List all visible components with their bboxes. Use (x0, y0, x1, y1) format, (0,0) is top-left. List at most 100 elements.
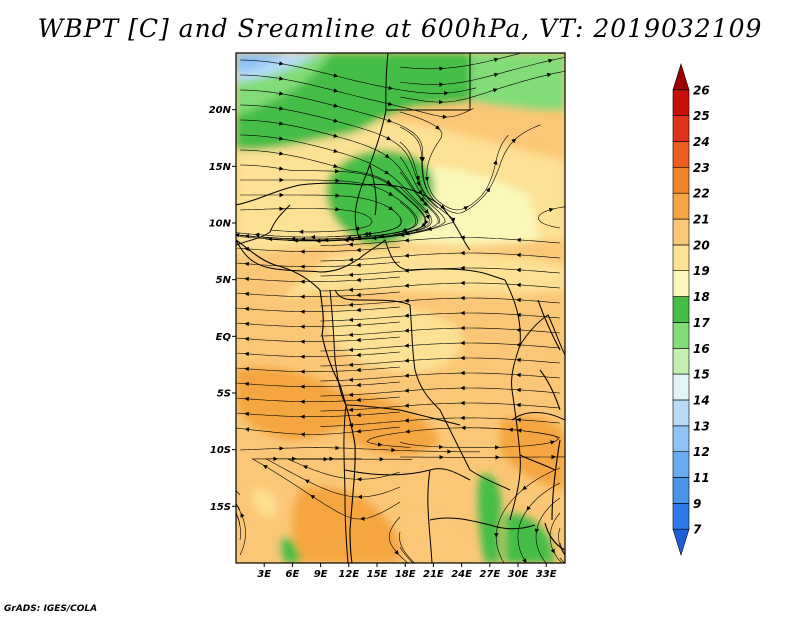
streamline-arrowhead (404, 403, 409, 408)
colorbar-label: 14 (693, 393, 710, 407)
streamline-arrowhead (356, 397, 361, 403)
streamline-arrowhead (279, 206, 284, 211)
streamline-arrowhead (333, 148, 339, 153)
streamline-arrowhead (279, 192, 284, 198)
streamline-arrowhead (485, 187, 491, 193)
map-title: WBPT [C] and Sreamline at 600hPa, VT: 20… (37, 14, 763, 43)
streamline-arrowhead (404, 388, 409, 393)
streamline-arrowhead (439, 99, 444, 105)
lon-tick-label: 18E (395, 569, 416, 580)
lat-tick-label: 20N (209, 105, 232, 116)
streamline-arrowhead (391, 447, 396, 453)
streamline (495, 467, 561, 563)
streamline-arrowhead (511, 138, 517, 144)
streamline-arrowhead (522, 485, 528, 491)
streamline-arrowhead (366, 231, 372, 236)
streamline-arrowhead (300, 324, 305, 329)
streamline-arrowhead (450, 217, 456, 223)
colorbar-swatch (672, 528, 690, 557)
streamline (399, 531, 415, 563)
streamline-arrowhead (348, 287, 353, 292)
streamline-arrowhead (534, 528, 539, 534)
colorbar-swatch (672, 399, 690, 427)
streamline-arrowhead (300, 399, 305, 404)
streamline-arrowhead (300, 354, 305, 359)
streamline-arrowhead (526, 505, 531, 511)
streamline-arrowhead (460, 250, 465, 256)
streamline-arrowhead (493, 72, 499, 77)
colorbar-swatch (672, 218, 690, 246)
streamline-arrowhead (300, 384, 305, 389)
streamline-arrowhead (356, 247, 361, 253)
colorbar-label: 22 (693, 187, 710, 201)
streamline (236, 336, 401, 342)
streamline-arrowhead (495, 455, 500, 460)
streamline-arrowhead (348, 407, 353, 412)
colorbar-label: 17 (693, 316, 710, 330)
streamline-arrowhead (404, 328, 409, 333)
streamline-arrowhead (310, 234, 316, 240)
streamline-arrowhead (363, 231, 369, 237)
streamline-arrowhead (440, 204, 446, 209)
streamline-arrowhead (335, 178, 340, 183)
streamline-arrowhead (439, 82, 444, 87)
lon-tick-label: 33E (536, 569, 557, 580)
streamline (537, 206, 565, 229)
streamline (399, 57, 565, 85)
streamline-arrowhead (300, 249, 305, 254)
streamline-arrowhead (335, 169, 340, 174)
streamline-arrowhead (279, 151, 284, 156)
streamline-arrowhead (463, 206, 469, 211)
streamline-arrowhead (240, 512, 245, 518)
streamline (236, 512, 241, 541)
streamline-arrowhead (516, 372, 521, 378)
streamline-arrowhead (550, 440, 556, 445)
streamline-arrowhead (348, 392, 353, 397)
colorbar-label: 12 (693, 445, 710, 459)
streamline-arrowhead (279, 76, 284, 81)
colorbar-swatch (672, 167, 690, 194)
streamline-arrowhead (516, 387, 521, 393)
colorbar-swatch (672, 62, 690, 91)
colorbar-label: 25 (693, 109, 710, 123)
streamline-arrowhead (424, 176, 429, 182)
streamline-arrowhead (419, 156, 424, 162)
streamline-arrowhead (279, 446, 284, 451)
colorbar-label: 13 (693, 419, 710, 433)
streamline (400, 456, 565, 458)
streamline-arrowhead (460, 415, 465, 421)
streamline-arrowhead (404, 313, 409, 318)
streamline-arrows (236, 57, 556, 563)
streamline-arrowhead (244, 276, 249, 282)
colorbar-label: 15 (693, 368, 710, 382)
streamline-arrowhead (300, 309, 305, 314)
streamline-arrowhead (444, 91, 449, 96)
streamline-arrowhead (290, 236, 296, 241)
streamline-arrowhead (494, 533, 499, 538)
streamline-arrowhead (262, 464, 268, 470)
streamline-arrowhead (315, 238, 321, 244)
streamline-arrowhead (386, 136, 392, 141)
streamline-arrowhead (546, 72, 552, 78)
streamline-arrowhead (335, 445, 340, 451)
streamline-arrowhead (244, 396, 249, 402)
streamline-arrowhead (388, 191, 394, 196)
longitude-axis: 3E 6E 9E 12E 15E 18E 21E 24E 27E 30E 33E (257, 563, 557, 580)
streamline-arrowhead (404, 283, 409, 288)
streamline-arrowhead (300, 264, 305, 269)
streamline-arrowhead (516, 297, 521, 303)
streamline-arrowhead (292, 456, 297, 461)
colorbar-swatch (672, 192, 690, 220)
streamline-arrowhead (244, 306, 249, 312)
streamline-arrowhead (388, 85, 393, 90)
lon-tick-label: 6E (286, 569, 300, 580)
streamline-arrowhead (348, 332, 353, 337)
streamline-arrowhead (323, 237, 329, 243)
streamline-arrowhead (404, 343, 409, 348)
lat-tick-label: 5N (216, 275, 232, 286)
streamline-arrowhead (377, 442, 383, 447)
streamline-arrowhead (348, 272, 353, 277)
streamline-arrowhead (548, 207, 554, 213)
streamline-arrowhead (343, 237, 349, 243)
colorbar-label: 7 (693, 523, 702, 537)
